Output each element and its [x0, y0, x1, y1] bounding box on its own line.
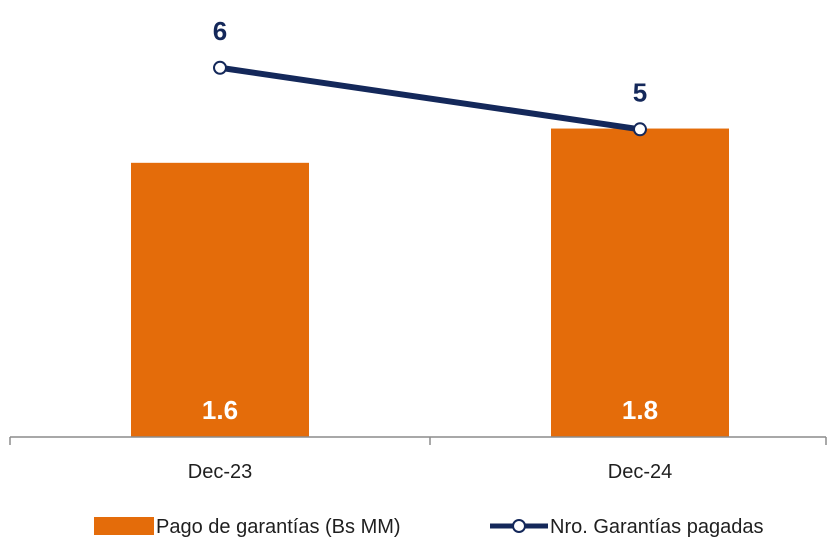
legend: Pago de garantías (Bs MM) Nro. Garantías … — [94, 516, 763, 538]
line-series-path — [219, 64, 641, 133]
x-tick-label-dec-23: Dec-23 — [188, 461, 252, 483]
bar-value-label-dec-24: 1.8 — [622, 395, 658, 425]
legend-line-marker — [512, 519, 526, 533]
bar-dec-24 — [551, 128, 729, 437]
x-ticks-layer: Dec-23 Dec-24 — [188, 461, 672, 483]
bar-dec-23 — [131, 162, 309, 437]
legend-bar-label: Pago de garantías (Bs MM) — [156, 516, 401, 538]
line-layer: 65 — [213, 16, 647, 137]
bar-value-label-dec-23: 1.6 — [202, 395, 238, 425]
x-tick-label-dec-24: Dec-24 — [608, 461, 672, 483]
legend-bar-swatch — [94, 517, 154, 535]
line-value-label-dec-24: 5 — [633, 77, 647, 107]
bars-layer: 1.6 1.8 — [131, 128, 729, 437]
line-point-dec-23 — [213, 60, 227, 75]
line-value-label-dec-23: 6 — [213, 16, 227, 46]
line-point-dec-24 — [633, 122, 647, 137]
legend-line-label: Nro. Garantías pagadas — [550, 516, 763, 538]
